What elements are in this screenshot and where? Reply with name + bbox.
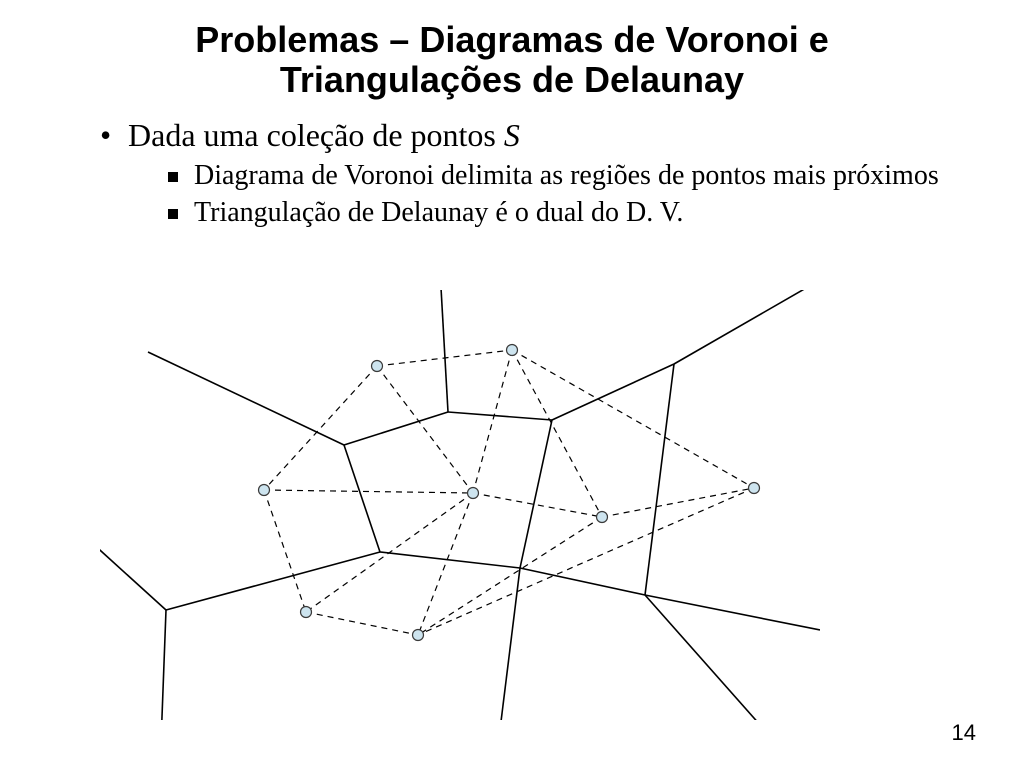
- title-line-1: Problemas – Diagramas de Voronoi e: [195, 19, 829, 60]
- site-point: [301, 607, 312, 618]
- site-point: [372, 361, 383, 372]
- slide-title: Problemas – Diagramas de Voronoi e Trian…: [60, 20, 964, 99]
- slide: Problemas – Diagramas de Voronoi e Trian…: [0, 0, 1024, 768]
- site-point: [259, 485, 270, 496]
- sub-bullet-2: Triangulação de Delaunay é o dual do D. …: [168, 197, 964, 228]
- voronoi-delaunay-diagram: [100, 290, 820, 720]
- site-point: [413, 630, 424, 641]
- sub-bullet-list: Diagrama de Voronoi delimita as regiões …: [128, 160, 964, 229]
- site-point: [507, 345, 518, 356]
- sub-bullet-1: Diagrama de Voronoi delimita as regiões …: [168, 160, 964, 191]
- bullet-1-var: S: [504, 117, 520, 153]
- site-point: [597, 512, 608, 523]
- bullet-1: Dada uma coleção de pontos S Diagrama de…: [100, 117, 964, 229]
- bullet-1-text: Dada uma coleção de pontos: [128, 117, 504, 153]
- title-line-2: Triangulações de Delaunay: [280, 59, 744, 100]
- site-point: [468, 488, 479, 499]
- page-number: 14: [952, 720, 976, 746]
- site-point: [749, 483, 760, 494]
- bullet-list: Dada uma coleção de pontos S Diagrama de…: [60, 117, 964, 229]
- diagram-svg: [100, 290, 820, 720]
